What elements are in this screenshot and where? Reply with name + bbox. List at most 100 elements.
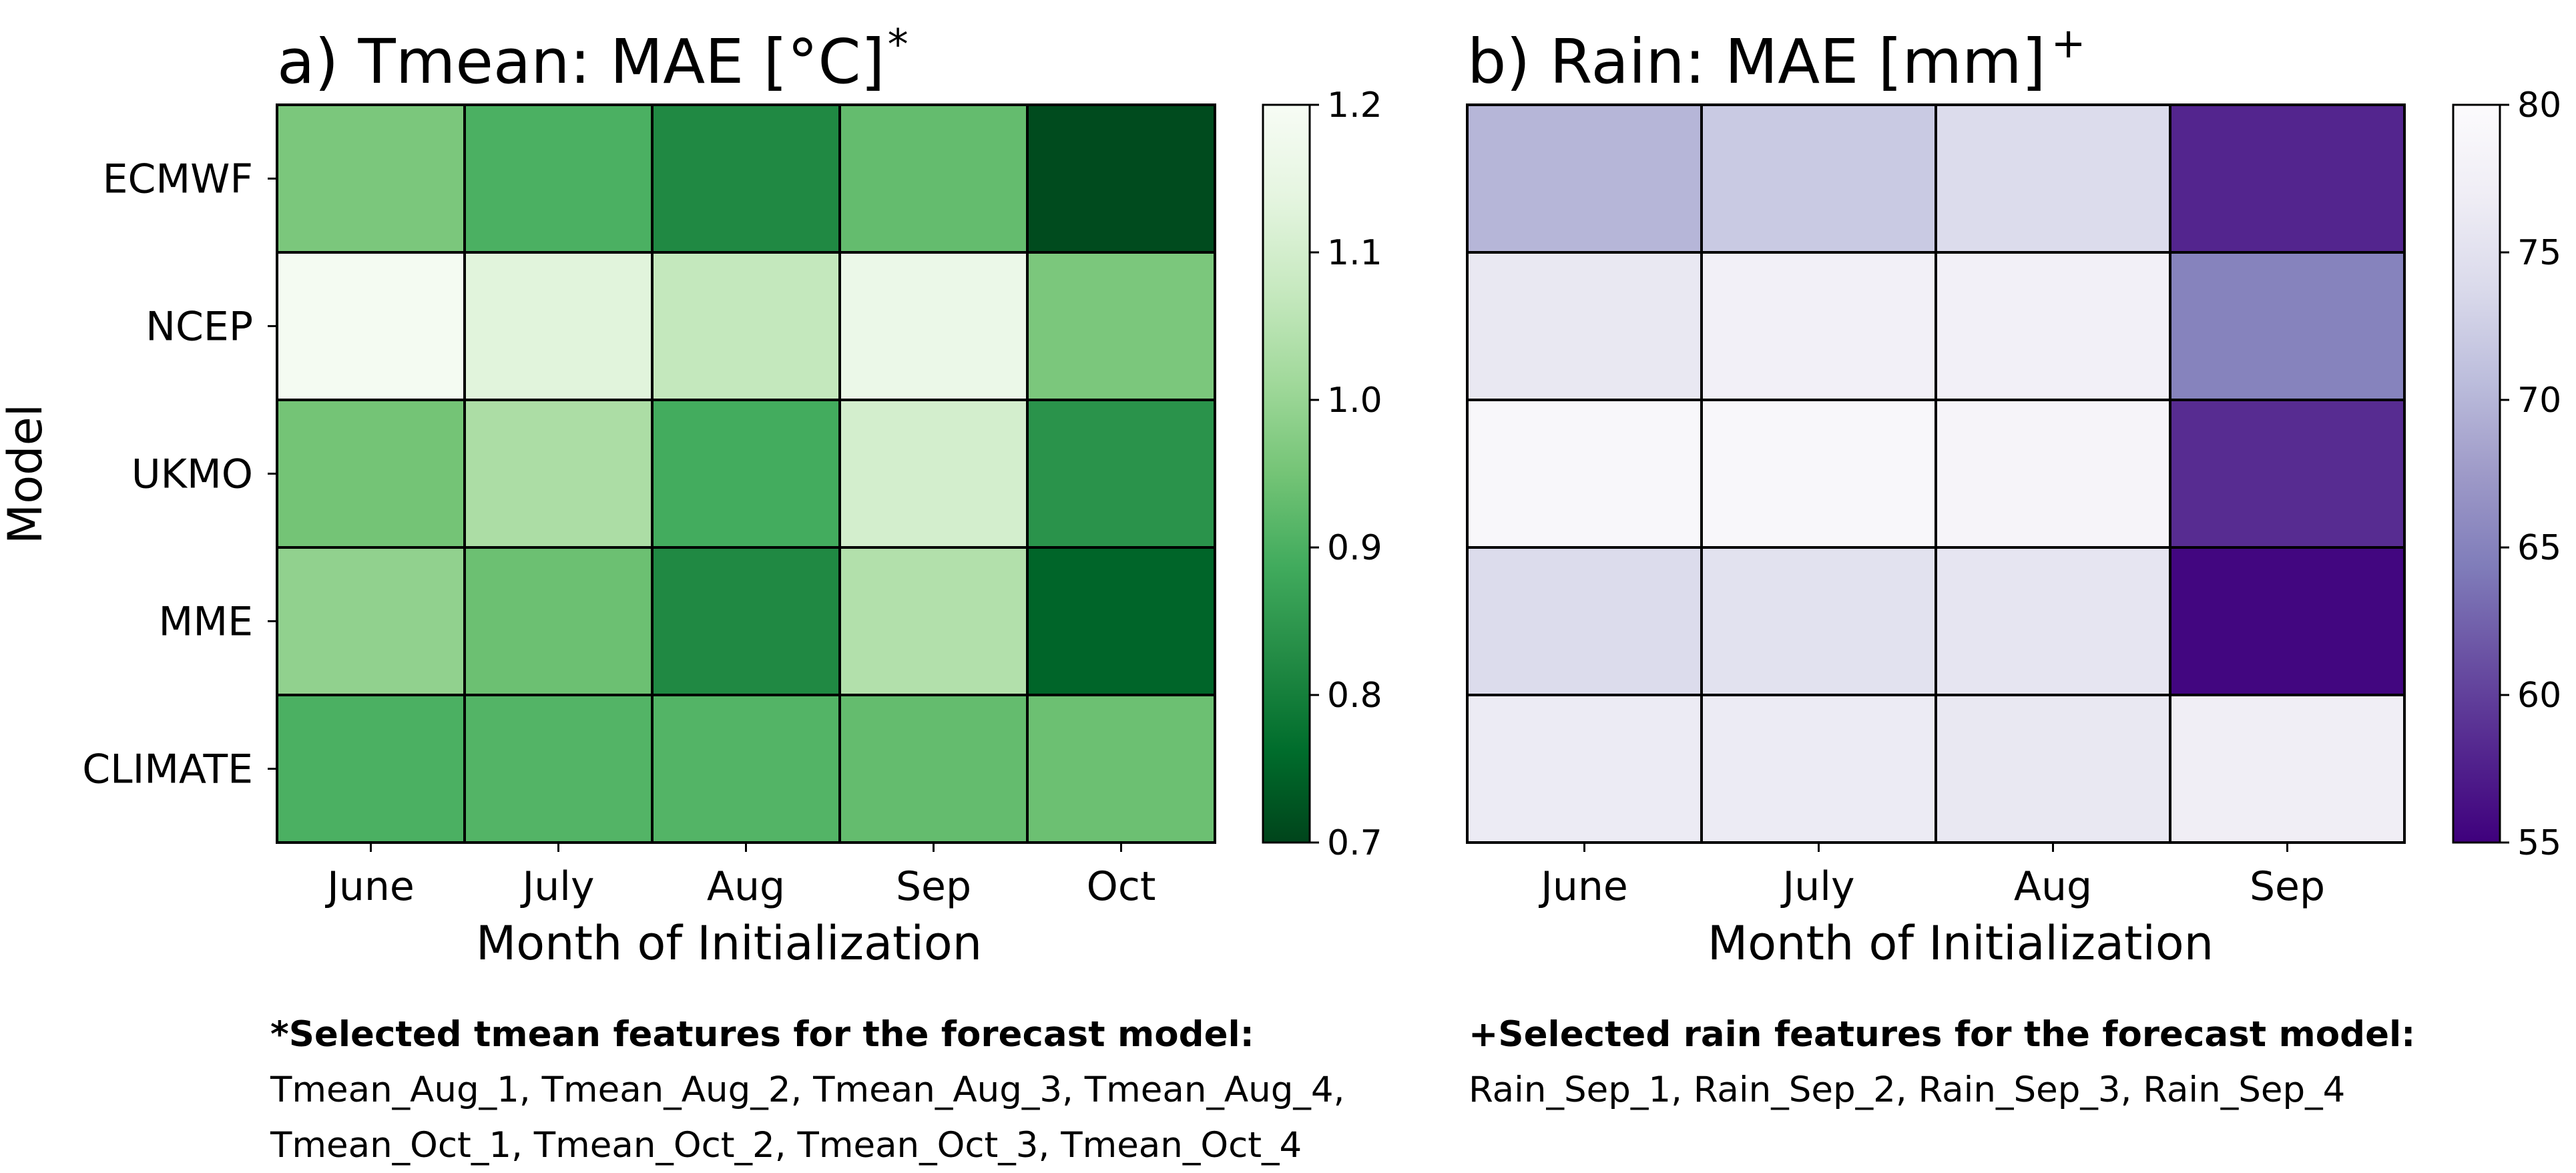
heatmap-cell [1026,251,1216,401]
heatmap-cell [276,399,466,549]
x-tick-label: Oct [1087,863,1156,910]
heatmap-cell [463,694,654,844]
tmean-heatmap-cells [276,103,1216,844]
heatmap-cell [1700,694,1937,844]
tmean-features-note: *Selected tmean features for the forecas… [270,1007,1372,1173]
heatmap-cell [838,399,1029,549]
rain-heatmap-cells [1466,103,2406,844]
heatmap-cell [276,103,466,254]
x-tick-label: Sep [896,863,971,910]
tmean-x-ticks: June July Aug Sep Oct [324,843,1155,910]
heatmap-cell [1700,251,1937,401]
heatmap-cell [1466,694,1703,844]
tmean-title-marker: * [888,20,909,69]
heatmap-cell [2169,251,2406,401]
heatmap-cell [651,546,841,696]
heatmap-cell [2169,399,2406,549]
heatmap-cell [651,103,841,254]
colorbar-tick-label: 60 [2517,676,2561,716]
heatmap-cell [276,546,466,696]
plot-frame [1466,103,2406,844]
heatmap-cell [1026,694,1216,844]
heatmap-cell [1466,251,1703,401]
rain-panel-title: b) Rain: MAE [mm] + [1467,19,2086,97]
colorbar-gradient [1262,103,1311,844]
rain-colorbar: 55 60 65 70 75 80 [2452,85,2561,863]
heatmap-cell [1935,399,2171,549]
colorbar-tick-label: 0.9 [1327,528,1382,568]
heatmap-cell [1935,103,2171,254]
heatmap-cell [1466,546,1703,696]
colorbar-tick-label: 1.2 [1327,85,1382,126]
x-tick-label: Sep [2250,863,2325,910]
heatmap-cell [2169,694,2406,844]
heatmap-cell [1026,103,1216,254]
y-tick-label: ECMWF [103,156,253,203]
heatmap-cell [463,399,654,549]
heatmap-cell [838,694,1029,844]
heatmap-cell [1026,546,1216,696]
heatmap-cell [651,399,841,549]
colorbar-tick-label: 1.1 [1327,233,1382,273]
tmean-features-title: *Selected tmean features for the forecas… [270,1014,1254,1055]
heatmap-cell [2169,103,2406,254]
x-tick-label: July [520,863,595,910]
colorbar-tick-label: 75 [2517,233,2561,273]
rain-features-line-1: Rain_Sep_1, Rain_Sep_2, Rain_Sep_3, Rain… [1469,1070,2346,1110]
y-axis-label: Model [0,404,53,544]
tmean-y-ticks: ECMWF NCEP UKMO MME CLIMATE [82,156,277,793]
heatmap-cell [463,103,654,254]
heatmap-cell [276,251,466,401]
y-tick-label: MME [159,599,253,646]
tmean-mae-panel: a) Tmean: MAE [°C]* June July Aug Sep Oct EC… [0,20,1382,971]
rain-features-title: +Selected rain features for the forecast… [1469,1014,2416,1055]
tmean-features-line-1: Tmean_Aug_1, Tmean_Aug_2, Tmean_Aug_3, T… [270,1070,1345,1110]
rain-x-ticks: June July Aug Sep [1538,843,2325,910]
heatmap-cell [651,694,841,844]
y-tick-label: NCEP [146,304,253,350]
x-tick-label: July [1780,863,1855,910]
heatmap-cell [1466,103,1703,254]
x-tick-label: June [324,863,415,910]
heatmap-cell [1466,399,1703,549]
tmean-x-axis-label: Month of Initialization [476,916,982,971]
heatmap-cell [463,251,654,401]
heatmap-cell [2169,546,2406,696]
heatmap-cell [1026,399,1216,549]
x-tick-label: June [1538,863,1628,910]
heatmap-cell [1935,251,2171,401]
heatmap-cell [1700,103,1937,254]
heatmap-cell [1935,694,2171,844]
heatmap-cell [838,251,1029,401]
rain-features-note: +Selected rain features for the forecast… [1469,1007,2537,1118]
heatmap-cell [838,546,1029,696]
rain-title-marker: + [2051,19,2086,67]
colorbar-tick-label: 1.0 [1327,381,1382,421]
tmean-colorbar: 0.7 0.8 0.9 1.0 1.1 1.2 [1262,85,1382,863]
rain-mae-panel: b) Rain: MAE [mm] + June July Aug Sep Month … [1466,19,2561,971]
y-tick-label: UKMO [132,451,253,498]
tmean-title-text: a) Tmean: MAE [°C] [277,26,885,97]
colorbar-tick-label: 0.8 [1327,676,1382,716]
rain-x-axis-label: Month of Initialization [1708,916,2214,971]
tmean-panel-title: a) Tmean: MAE [°C]* [277,20,909,97]
heatmap-cell [276,694,466,844]
x-tick-label: Aug [2014,863,2092,910]
heatmap-cell [1700,399,1937,549]
colorbar-tick-label: 65 [2517,528,2561,568]
x-tick-label: Aug [707,863,785,910]
heatmap-cell [838,103,1029,254]
heatmap-cell [1935,546,2171,696]
heatmap-cell [463,546,654,696]
heatmap-cell [651,251,841,401]
rain-title-text: b) Rain: MAE [mm] [1467,26,2046,97]
colorbar-tick-label: 55 [2517,823,2561,863]
colorbar-tick-label: 70 [2517,381,2561,421]
y-tick-label: CLIMATE [82,746,253,793]
colorbar-tick-label: 0.7 [1327,823,1382,863]
heatmap-cell [1700,546,1937,696]
colorbar-gradient [2452,103,2501,844]
colorbar-tick-label: 80 [2517,85,2561,126]
tmean-features-line-2: Tmean_Oct_1, Tmean_Oct_2, Tmean_Oct_3, T… [270,1125,1302,1166]
